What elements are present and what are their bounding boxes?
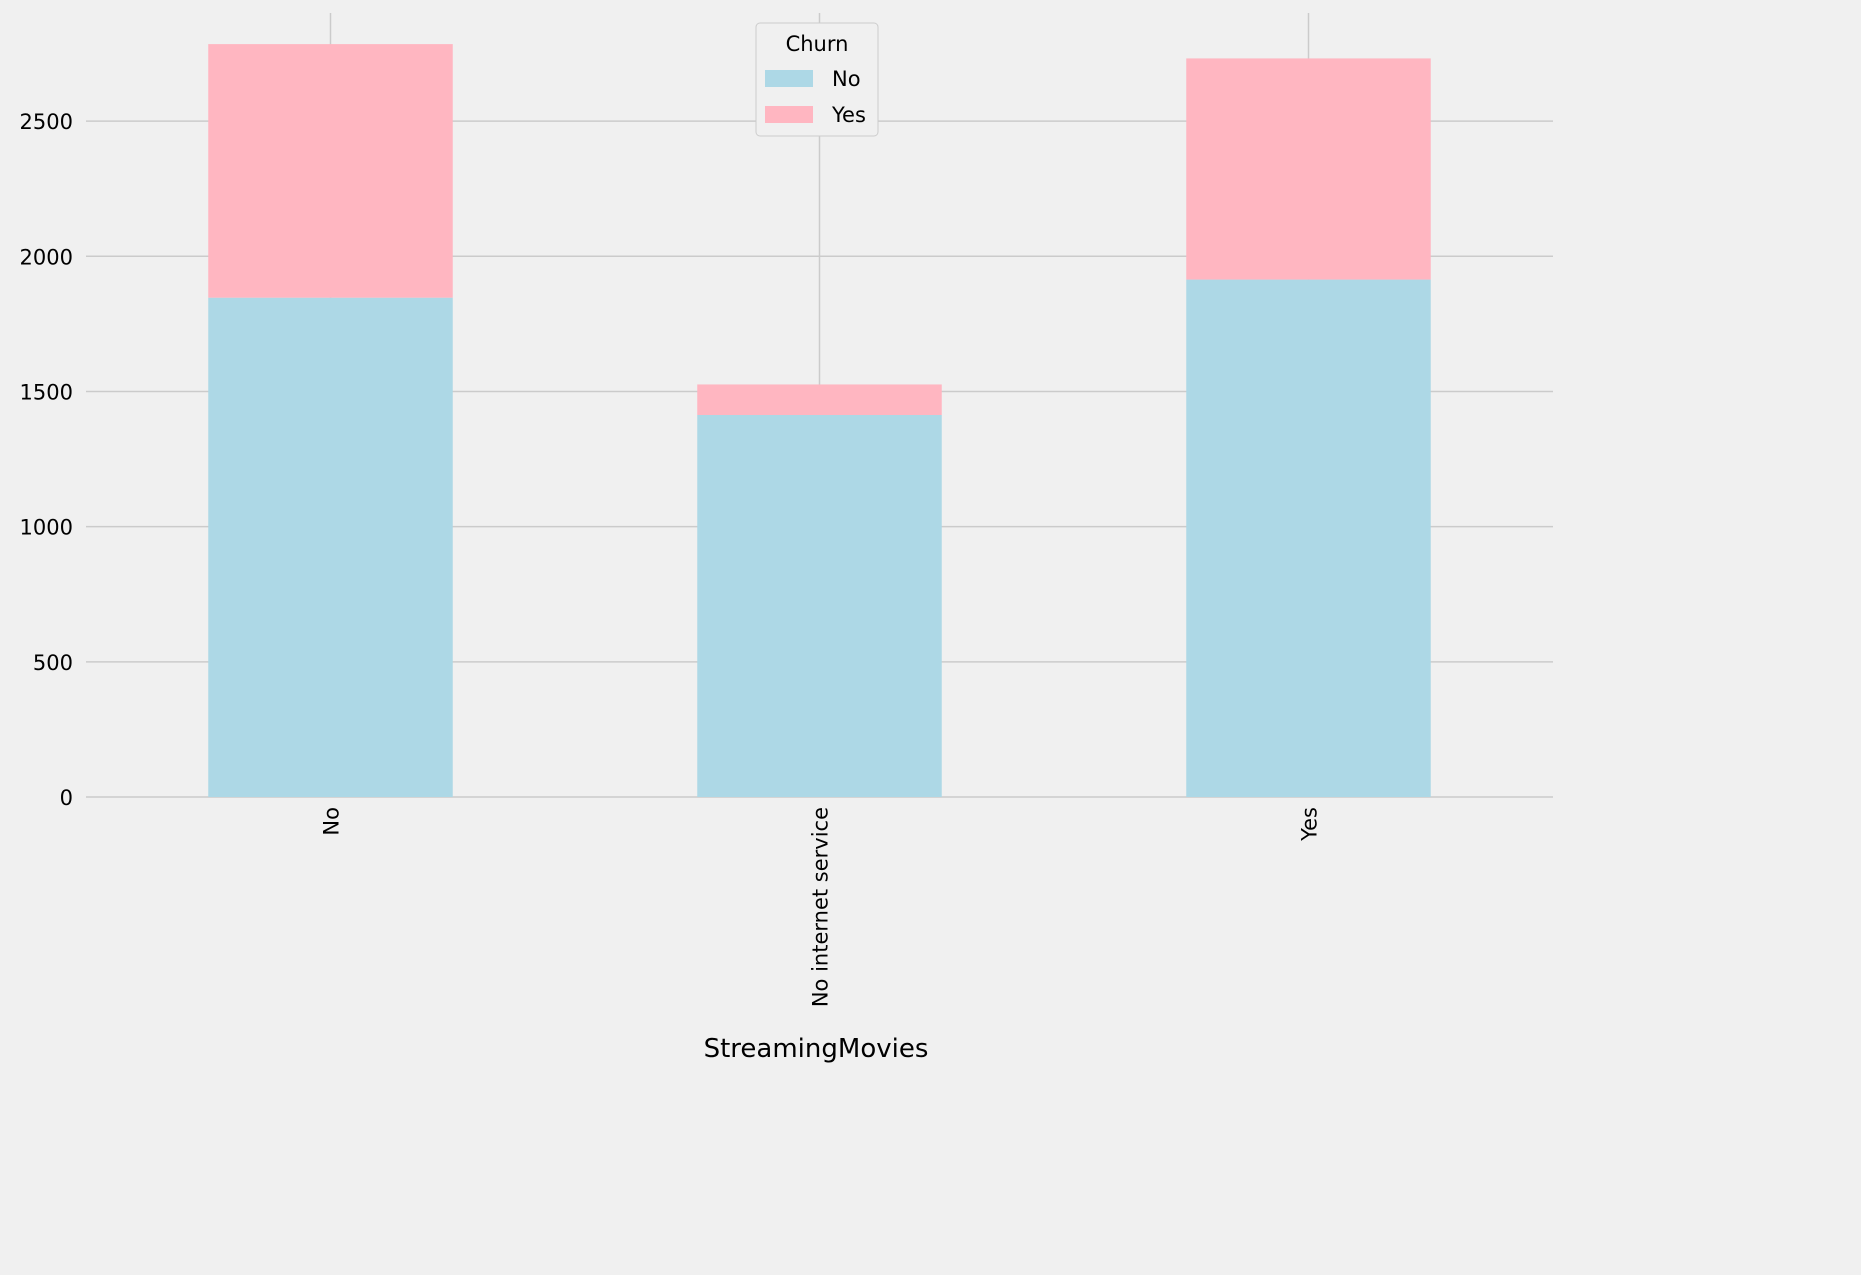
y-tick-label: 2500 [20,110,73,134]
bar-no [208,297,453,797]
x-axis: No No internet service Yes [320,807,1322,1007]
y-tick-label: 2000 [20,245,73,269]
x-tick-label: No internet service [809,807,833,1007]
legend-label-yes: Yes [831,103,866,127]
y-tick-label: 0 [60,786,73,810]
legend: Churn No Yes [755,22,879,137]
bar-yes [1186,58,1431,280]
bar-yes [697,384,942,416]
x-axis-title: StreamingMovies [704,1034,929,1064]
legend-label-no: No [832,67,861,91]
x-tick-label: Yes [1298,807,1322,842]
bar-no [697,415,942,797]
bar-no [1186,279,1431,797]
legend-title: Churn [786,32,849,56]
legend-swatch-no [765,70,813,87]
y-tick-label: 1500 [20,380,73,404]
legend-swatch-yes [765,106,813,123]
bar-yes [208,44,453,298]
chart: 0 500 1000 1500 2000 2500 No No internet servi… [19,13,1553,1064]
x-tick-label: No [320,807,344,836]
y-tick-label: 1000 [20,516,73,540]
y-axis: 0 500 1000 1500 2000 2500 [20,110,73,810]
y-tick-label: 500 [33,651,73,675]
bars [208,44,1431,797]
